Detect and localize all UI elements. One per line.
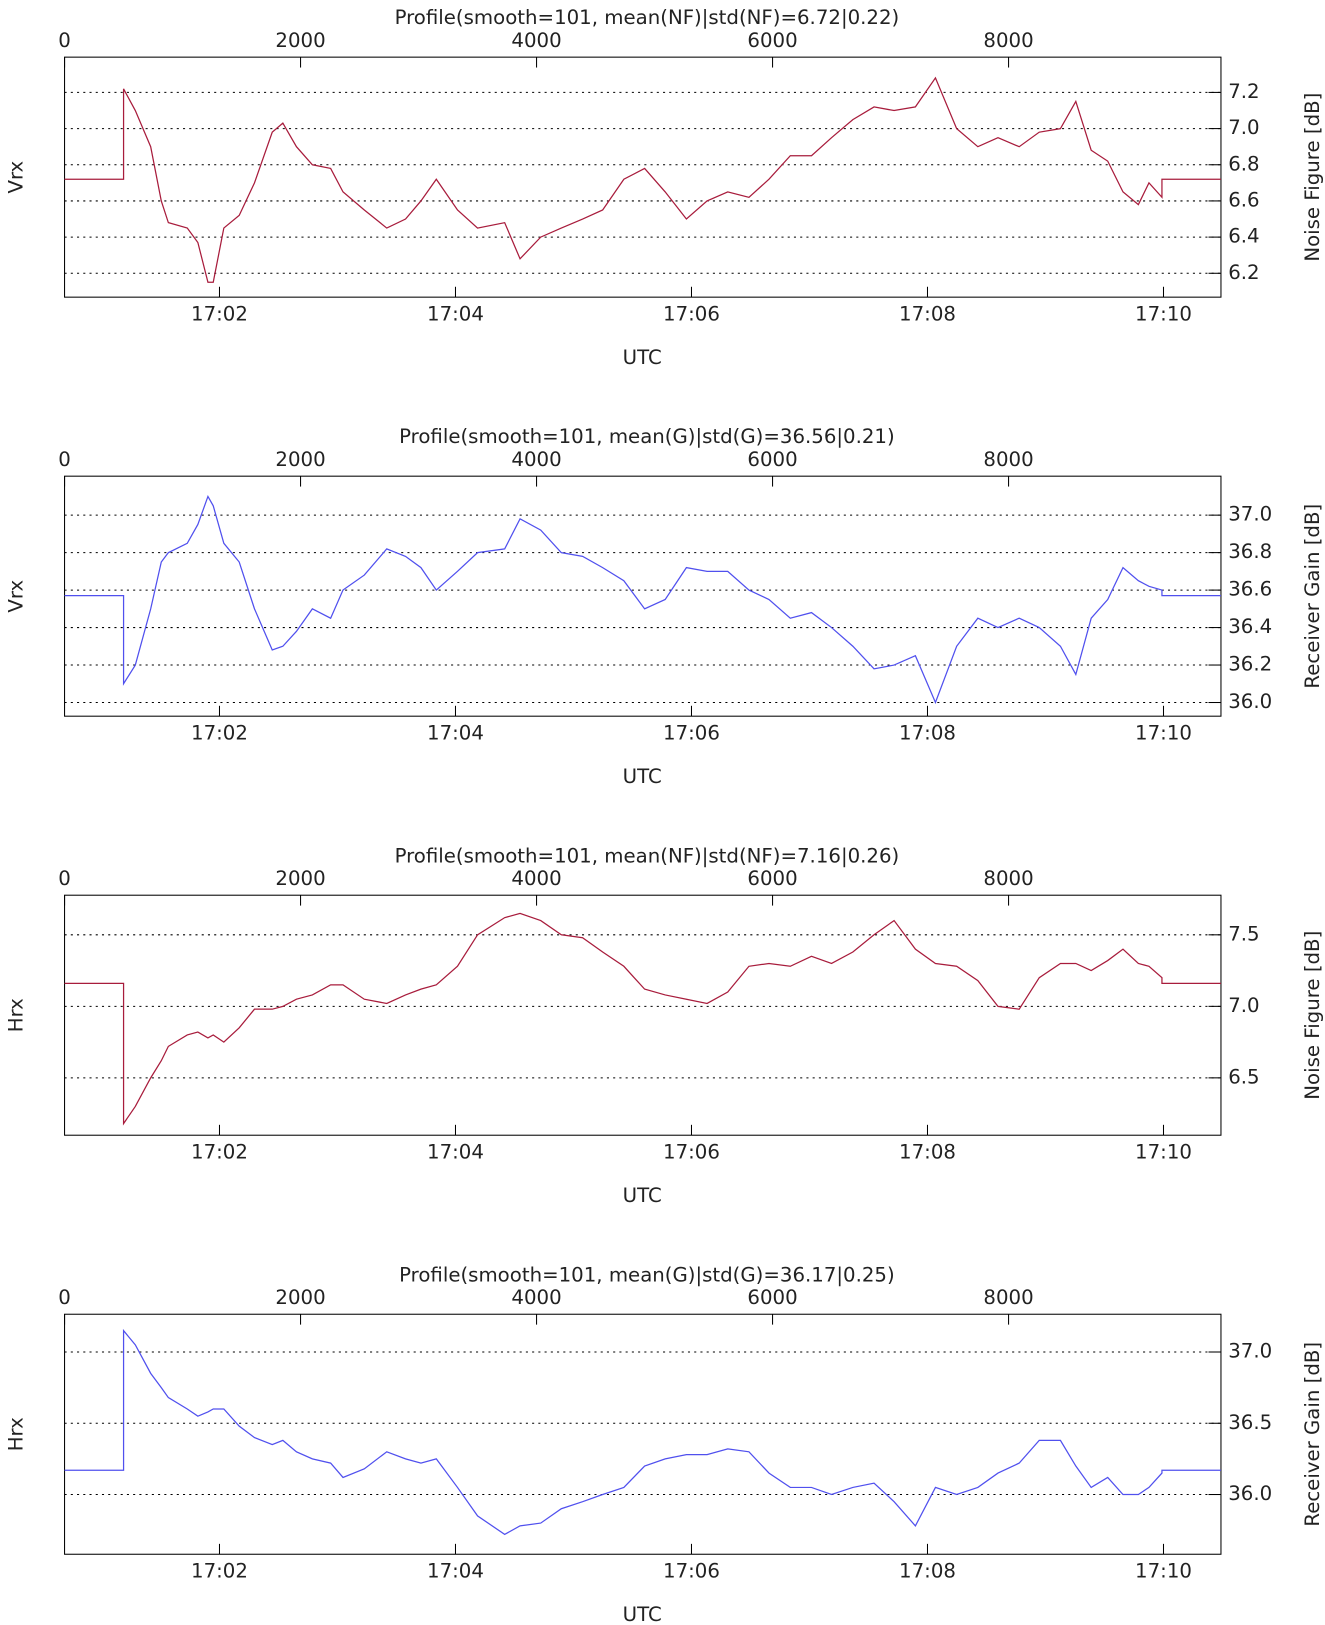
left-axis-label: Vrx	[4, 579, 27, 612]
data-line	[64, 494, 1221, 705]
top-x-tick-label: 8000	[983, 29, 1033, 52]
plot-frame	[64, 1313, 1222, 1555]
bottom-x-tick-label: 17:02	[191, 1559, 248, 1582]
y-tick-label: 37.0	[1228, 503, 1272, 526]
bottom-x-tick-label: 17:06	[663, 302, 720, 325]
bottom-x-tick-label: 17:04	[427, 721, 484, 744]
bottom-x-tick-label: 17:06	[663, 1140, 720, 1163]
bottom-x-tick-label: 17:10	[1135, 1140, 1192, 1163]
y-tick-label: 7.0	[1228, 994, 1259, 1017]
top-x-tick-label: 2000	[275, 867, 325, 890]
left-axis-label: Vrx	[4, 160, 27, 193]
plot-frame	[64, 56, 1222, 298]
top-x-tick-label: 6000	[747, 1286, 797, 1309]
data-line	[64, 1328, 1221, 1536]
top-x-tick-label: 2000	[275, 448, 325, 471]
bottom-x-tick-label: 17:06	[663, 1559, 720, 1582]
right-axis-label: Receiver Gain [dB]	[1301, 504, 1324, 689]
y-tick-label: 36.2	[1228, 653, 1272, 676]
left-axis-label: Hrx	[4, 1417, 27, 1451]
bottom-x-tick-label: 17:10	[1135, 1559, 1192, 1582]
bottom-x-tick-label: 17:04	[427, 1559, 484, 1582]
x-axis-label: UTC	[623, 346, 662, 369]
bottom-x-tick-label: 17:08	[899, 1140, 956, 1163]
bottom-x-tick-label: 17:02	[191, 1140, 248, 1163]
y-tick-label: 36.0	[1228, 1482, 1272, 1505]
top-x-tick-label: 2000	[275, 29, 325, 52]
bottom-x-tick-label: 17:06	[663, 721, 720, 744]
y-tick-label: 6.6	[1228, 188, 1259, 211]
top-x-tick-label: 8000	[983, 1286, 1033, 1309]
panel-title: Profile(smooth=101, mean(G)|std(G)=36.56…	[399, 425, 895, 448]
bottom-x-tick-label: 17:02	[191, 721, 248, 744]
top-x-tick-label: 4000	[511, 29, 561, 52]
data-line	[64, 912, 1221, 1126]
panel-title: Profile(smooth=101, mean(NF)|std(NF)=6.7…	[395, 6, 900, 29]
x-axis-label: UTC	[623, 1603, 662, 1625]
y-tick-label: 36.4	[1228, 615, 1272, 638]
y-tick-label: 6.5	[1228, 1065, 1259, 1088]
top-x-tick-label: 0	[58, 1286, 71, 1309]
top-x-tick-label: 6000	[747, 867, 797, 890]
x-axis-label: UTC	[623, 1184, 662, 1207]
bottom-x-tick-label: 17:10	[1135, 302, 1192, 325]
top-x-tick-label: 4000	[511, 867, 561, 890]
top-x-tick-label: 2000	[275, 1286, 325, 1309]
y-tick-label: 7.0	[1228, 116, 1259, 139]
bottom-x-tick-label: 17:04	[427, 302, 484, 325]
left-axis-label: Hrx	[4, 998, 27, 1032]
top-x-tick-label: 0	[58, 448, 71, 471]
y-tick-label: 36.8	[1228, 540, 1272, 563]
top-x-tick-label: 6000	[747, 29, 797, 52]
top-x-tick-label: 4000	[511, 448, 561, 471]
panel: Profile(smooth=101, mean(G)|std(G)=36.56…	[4, 425, 1324, 788]
panel-title: Profile(smooth=101, mean(G)|std(G)=36.17…	[399, 1263, 895, 1286]
panel: Profile(smooth=101, mean(NF)|std(NF)=6.7…	[4, 6, 1324, 369]
y-tick-label: 6.8	[1228, 152, 1259, 175]
bottom-x-tick-label: 17:04	[427, 1140, 484, 1163]
y-tick-label: 6.4	[1228, 225, 1259, 248]
panel-title: Profile(smooth=101, mean(NF)|std(NF)=7.1…	[395, 844, 900, 867]
bottom-x-tick-label: 17:02	[191, 302, 248, 325]
y-tick-label: 37.0	[1228, 1340, 1272, 1363]
y-tick-label: 36.5	[1228, 1411, 1272, 1434]
plot-frame	[64, 894, 1222, 1136]
top-x-tick-label: 0	[58, 867, 71, 890]
right-axis-label: Noise Figure [dB]	[1301, 93, 1324, 262]
top-x-tick-label: 0	[58, 29, 71, 52]
y-tick-label: 36.6	[1228, 578, 1272, 601]
right-axis-label: Receiver Gain [dB]	[1301, 1342, 1324, 1527]
panel: Profile(smooth=101, mean(G)|std(G)=36.17…	[4, 1263, 1324, 1625]
y-tick-label: 6.2	[1228, 261, 1259, 284]
y-tick-label: 7.5	[1228, 922, 1259, 945]
panel: Profile(smooth=101, mean(NF)|std(NF)=7.1…	[4, 844, 1324, 1207]
plot-frame	[64, 475, 1222, 717]
bottom-x-tick-label: 17:08	[899, 302, 956, 325]
bottom-x-tick-label: 17:10	[1135, 721, 1192, 744]
right-axis-label: Noise Figure [dB]	[1301, 931, 1324, 1100]
top-x-tick-label: 8000	[983, 448, 1033, 471]
x-axis-label: UTC	[623, 765, 662, 788]
y-tick-label: 7.2	[1228, 80, 1259, 103]
bottom-x-tick-label: 17:08	[899, 721, 956, 744]
y-tick-label: 36.0	[1228, 690, 1272, 713]
top-x-tick-label: 4000	[511, 1286, 561, 1309]
top-x-tick-label: 8000	[983, 867, 1033, 890]
data-line	[64, 76, 1221, 283]
bottom-x-tick-label: 17:08	[899, 1559, 956, 1582]
top-x-tick-label: 6000	[747, 448, 797, 471]
